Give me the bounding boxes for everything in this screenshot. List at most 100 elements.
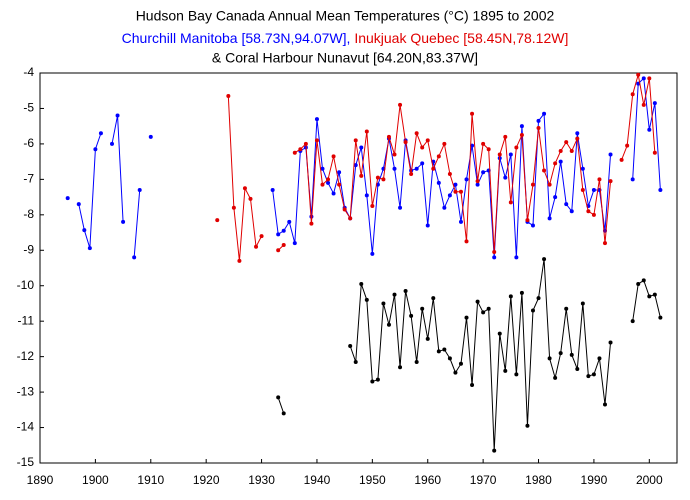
data-point	[110, 141, 115, 146]
x-tick-label: 1980	[525, 473, 552, 487]
data-point	[453, 370, 458, 375]
data-point	[597, 356, 602, 361]
data-point	[558, 351, 563, 356]
data-point	[287, 219, 292, 224]
data-point	[619, 157, 624, 162]
data-point	[425, 138, 430, 143]
data-point	[503, 134, 508, 139]
x-tick-label: 1940	[304, 473, 331, 487]
data-point	[652, 150, 657, 155]
data-point	[575, 131, 580, 136]
data-point	[575, 367, 580, 372]
data-point	[370, 379, 375, 384]
data-point	[392, 152, 397, 157]
data-point	[403, 140, 408, 145]
data-point	[514, 372, 519, 377]
data-point	[137, 188, 142, 192]
data-point	[547, 356, 552, 361]
data-point	[586, 374, 591, 379]
data-point	[447, 356, 452, 361]
y-tick-label: -8	[23, 207, 34, 221]
data-point	[276, 232, 281, 237]
data-point	[337, 182, 342, 187]
data-point	[458, 361, 463, 366]
data-point	[630, 319, 635, 324]
x-tick-label: 1910	[137, 473, 164, 487]
data-point	[464, 315, 469, 320]
data-point	[647, 127, 652, 132]
series-label: & Coral Harbour Nunavut [64.20N,83.37W]	[212, 50, 478, 66]
data-point	[564, 306, 569, 311]
data-point	[87, 246, 92, 251]
data-point	[132, 255, 137, 260]
data-point	[580, 301, 585, 306]
data-point	[519, 124, 524, 129]
data-point	[353, 359, 358, 364]
x-tick-label: 1920	[193, 473, 220, 487]
data-point	[652, 101, 657, 106]
data-point	[431, 166, 436, 171]
data-point	[492, 255, 497, 260]
data-point	[647, 76, 652, 81]
data-point	[486, 147, 491, 152]
data-point	[359, 145, 364, 150]
data-point	[453, 189, 458, 194]
data-point	[470, 111, 475, 116]
data-point	[647, 294, 652, 299]
data-point	[392, 292, 397, 297]
data-point	[359, 173, 364, 178]
data-point	[76, 202, 81, 207]
data-point	[414, 131, 419, 136]
data-point	[564, 202, 569, 207]
data-point	[470, 383, 475, 387]
data-point	[398, 102, 403, 107]
data-point	[492, 448, 497, 453]
data-point	[508, 200, 513, 205]
data-point	[326, 180, 331, 185]
data-point	[425, 336, 430, 341]
data-point	[442, 141, 447, 146]
data-point	[530, 308, 535, 313]
data-point	[625, 143, 630, 148]
y-tick-label: -6	[23, 136, 34, 150]
data-point	[292, 150, 297, 155]
data-point	[314, 138, 319, 143]
y-tick-label: -10	[17, 278, 35, 292]
data-point	[442, 347, 447, 352]
x-tick-label: 1950	[359, 473, 386, 487]
data-point	[497, 331, 502, 336]
y-tick-label: -5	[23, 101, 34, 115]
data-point	[148, 134, 153, 139]
data-point	[420, 145, 425, 150]
data-point	[298, 147, 303, 152]
data-point	[475, 182, 480, 187]
data-point	[326, 177, 331, 182]
data-point	[658, 315, 663, 320]
data-point	[436, 180, 441, 185]
data-point	[458, 189, 463, 194]
data-point	[414, 166, 419, 171]
data-point	[237, 258, 242, 263]
data-point	[542, 168, 547, 173]
data-point	[436, 154, 441, 159]
data-point	[254, 244, 259, 249]
data-point	[597, 177, 602, 182]
data-point	[630, 177, 635, 182]
x-tick-label: 1970	[470, 473, 497, 487]
x-tick-label: 1900	[82, 473, 109, 487]
data-point	[447, 193, 452, 198]
data-point	[530, 223, 535, 228]
data-point	[436, 349, 441, 354]
data-point	[331, 191, 336, 196]
data-point	[525, 423, 530, 428]
data-point	[115, 113, 120, 118]
data-point	[497, 152, 502, 157]
y-tick-label: -9	[23, 242, 34, 256]
data-point	[536, 118, 541, 123]
data-point	[375, 377, 380, 382]
data-point	[281, 228, 286, 233]
data-point	[458, 219, 463, 224]
data-point	[547, 182, 552, 187]
data-point	[409, 313, 414, 318]
